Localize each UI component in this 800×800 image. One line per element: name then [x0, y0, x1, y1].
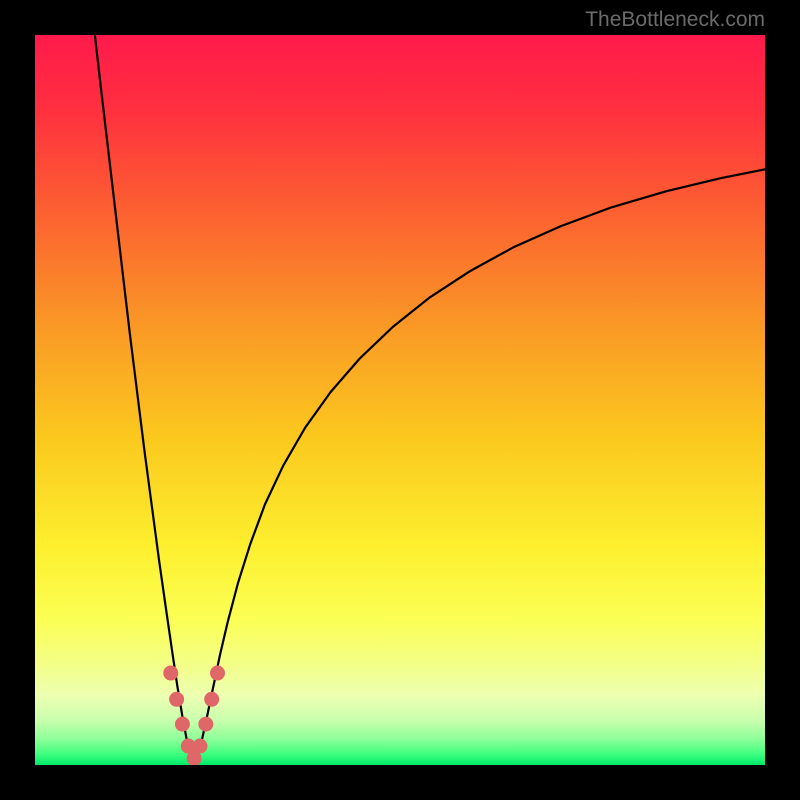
data-marker [187, 751, 201, 765]
watermark-text: TheBottleneck.com [585, 8, 765, 32]
chart-frame: TheBottleneck.com [0, 0, 800, 800]
data-marker [193, 739, 207, 753]
plot-gradient-background [35, 35, 765, 765]
data-marker [205, 692, 219, 706]
data-marker [164, 666, 178, 680]
data-marker [175, 717, 189, 731]
data-marker [211, 666, 225, 680]
data-marker [199, 717, 213, 731]
data-marker [170, 692, 184, 706]
chart-svg [0, 0, 800, 800]
